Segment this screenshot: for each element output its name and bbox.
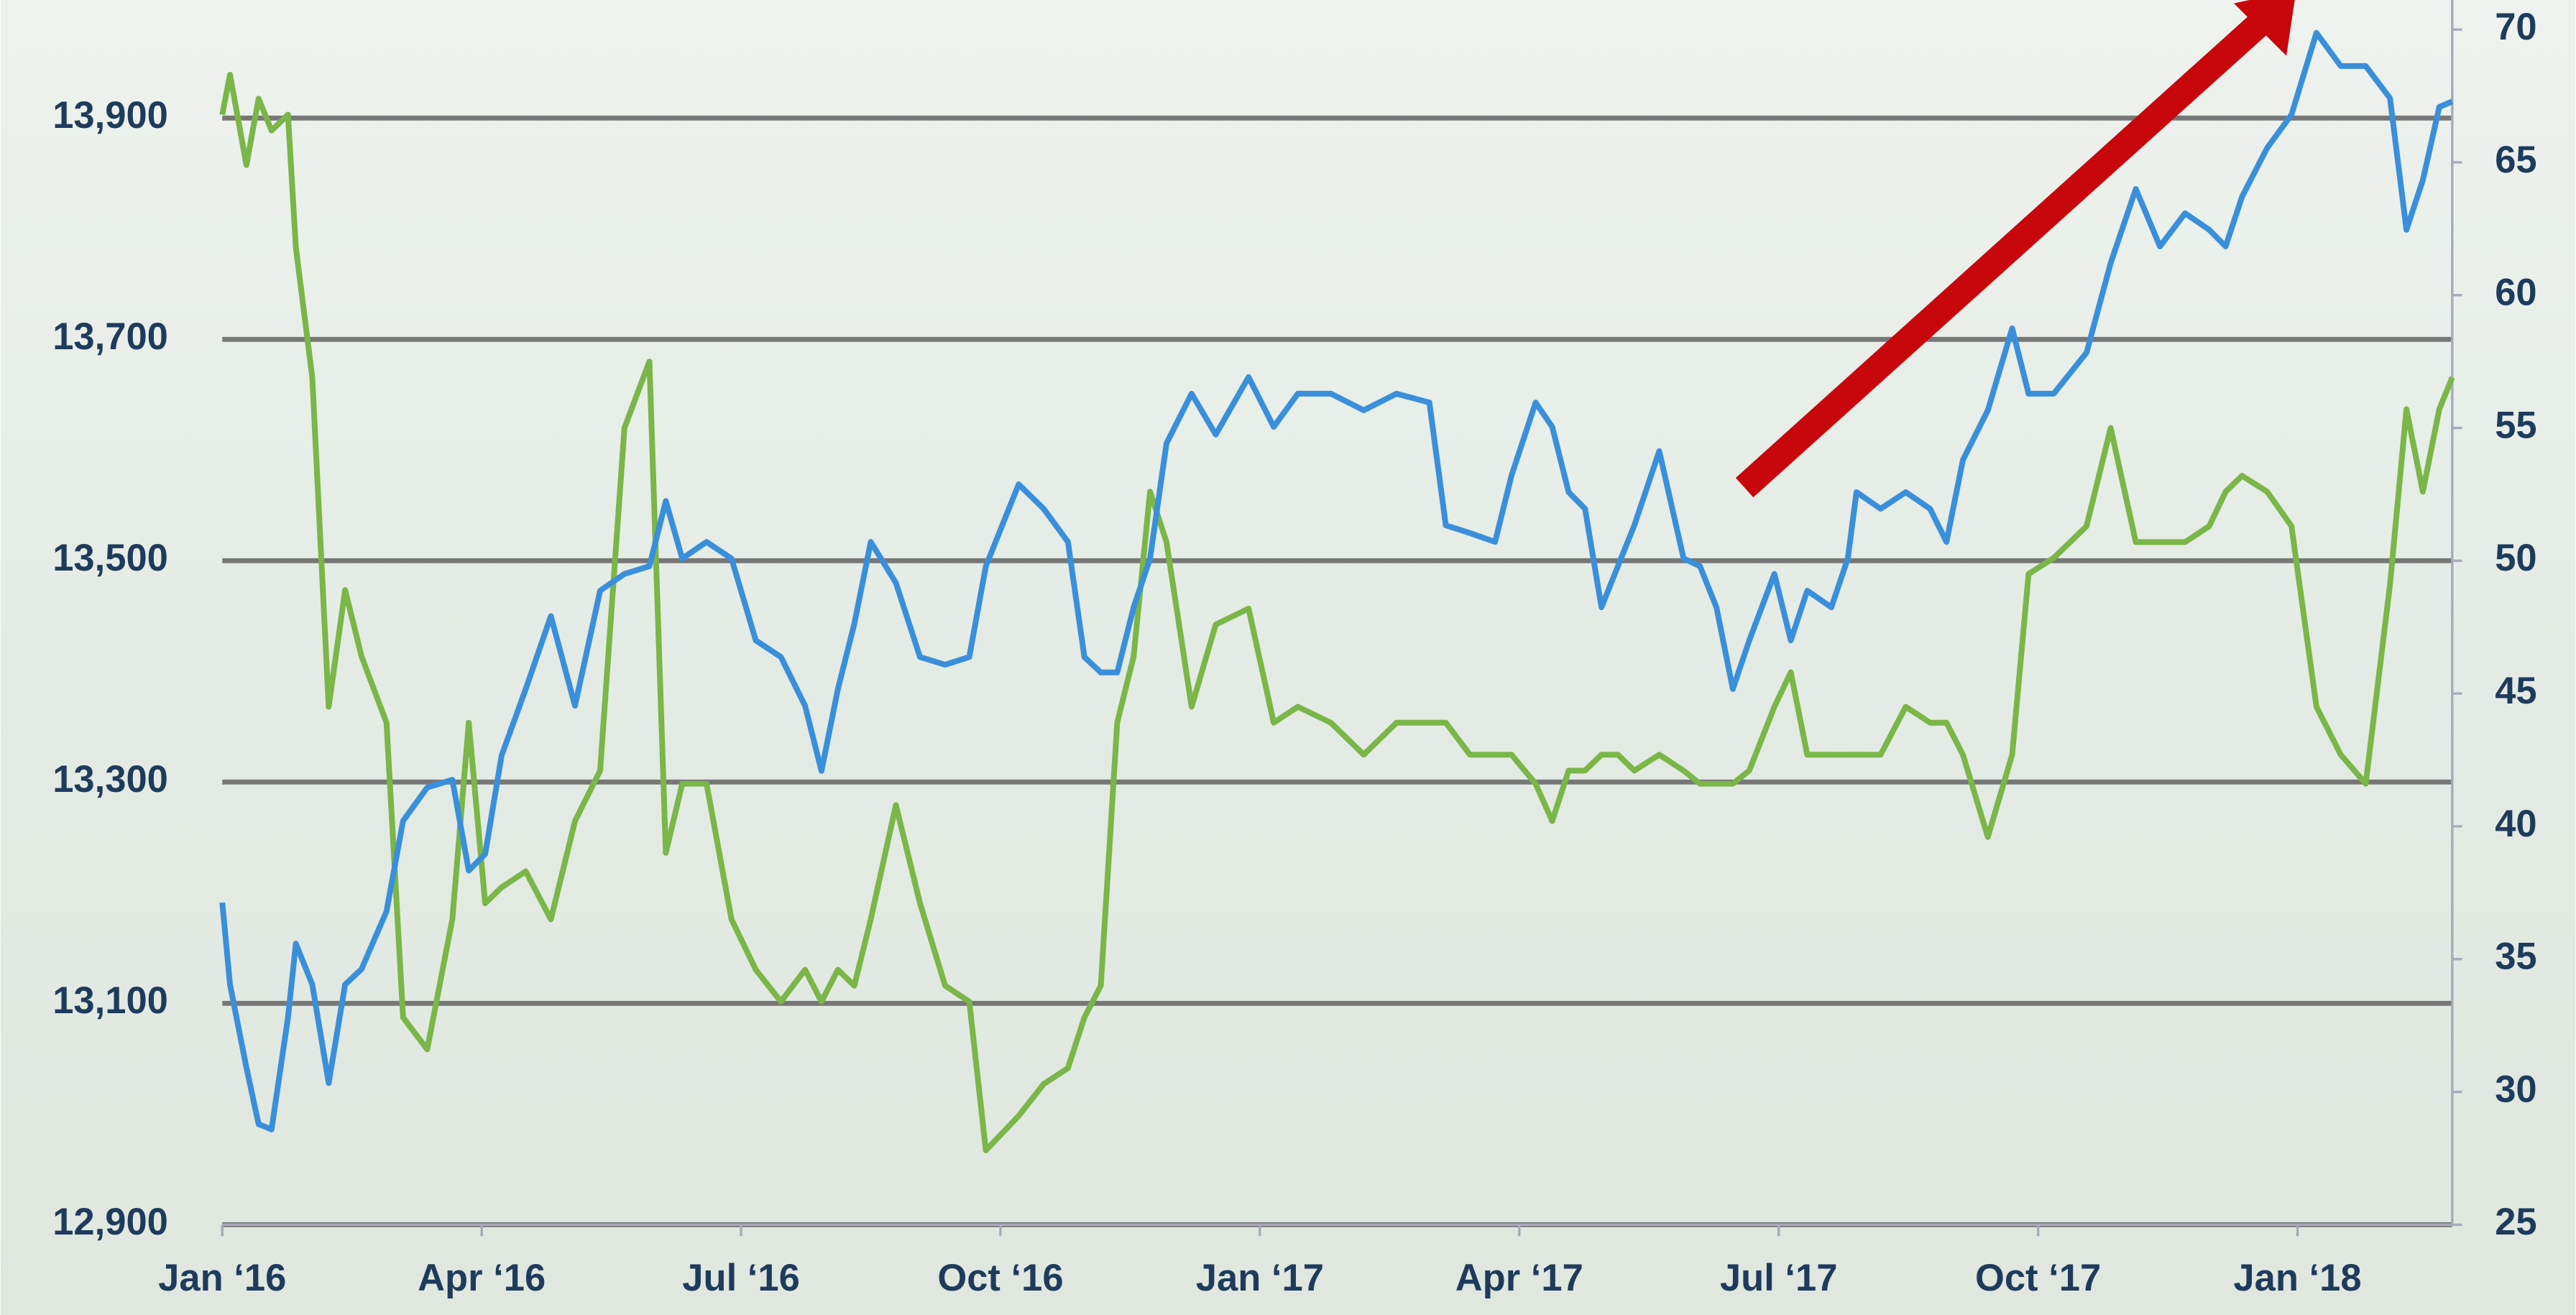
y-tick-label: 12,900 (52, 1201, 168, 1243)
x-tick-label: Apr ‘16 (418, 1257, 546, 1299)
y2-tick-label: 55 (2495, 404, 2536, 446)
x-tick-label: Jan ‘17 (1196, 1257, 1324, 1299)
trend-arrow (1735, 0, 2284, 498)
y-tick-label: 13,900 (52, 94, 168, 137)
y-tick-label: 13,500 (52, 537, 168, 579)
plot (219, 29, 2455, 1153)
x-tick-label: Jul ‘17 (1720, 1257, 1838, 1299)
data-line (219, 71, 2455, 1153)
y2-tick-label: 60 (2495, 272, 2536, 314)
data-line (219, 29, 2454, 1132)
x-tick-label: Jan ‘16 (158, 1257, 286, 1299)
y2-tick-label: 30 (2495, 1068, 2536, 1110)
y2-tick-label: 70 (2495, 6, 2536, 48)
x-tick-label: Oct ‘16 (937, 1257, 1063, 1299)
y-tick-label: 13,300 (52, 758, 168, 800)
y-tick-label: 13,100 (52, 979, 168, 1022)
y-tick-label: 13,700 (52, 315, 168, 358)
x-tick-label: Apr ‘17 (1455, 1257, 1583, 1299)
y2-tick-label: 65 (2495, 139, 2536, 181)
x-tick-label: Oct ‘17 (1975, 1257, 2101, 1299)
axes: 12,900 13,100 13,300 13,500 13,700 13,900 25 30… (52, 6, 2536, 1299)
y2-tick-label: 40 (2495, 803, 2536, 845)
y2-tick-label: 50 (2495, 537, 2536, 579)
x-tick-label: Jan ‘18 (2233, 1257, 2361, 1299)
x-tick-label: Jul ‘16 (682, 1257, 800, 1299)
y2-tick-label: 45 (2495, 670, 2536, 712)
y2-tick-label: 25 (2495, 1201, 2536, 1243)
trend-arrow-head (2233, 0, 2295, 56)
y2-tick-label: 35 (2495, 936, 2536, 978)
